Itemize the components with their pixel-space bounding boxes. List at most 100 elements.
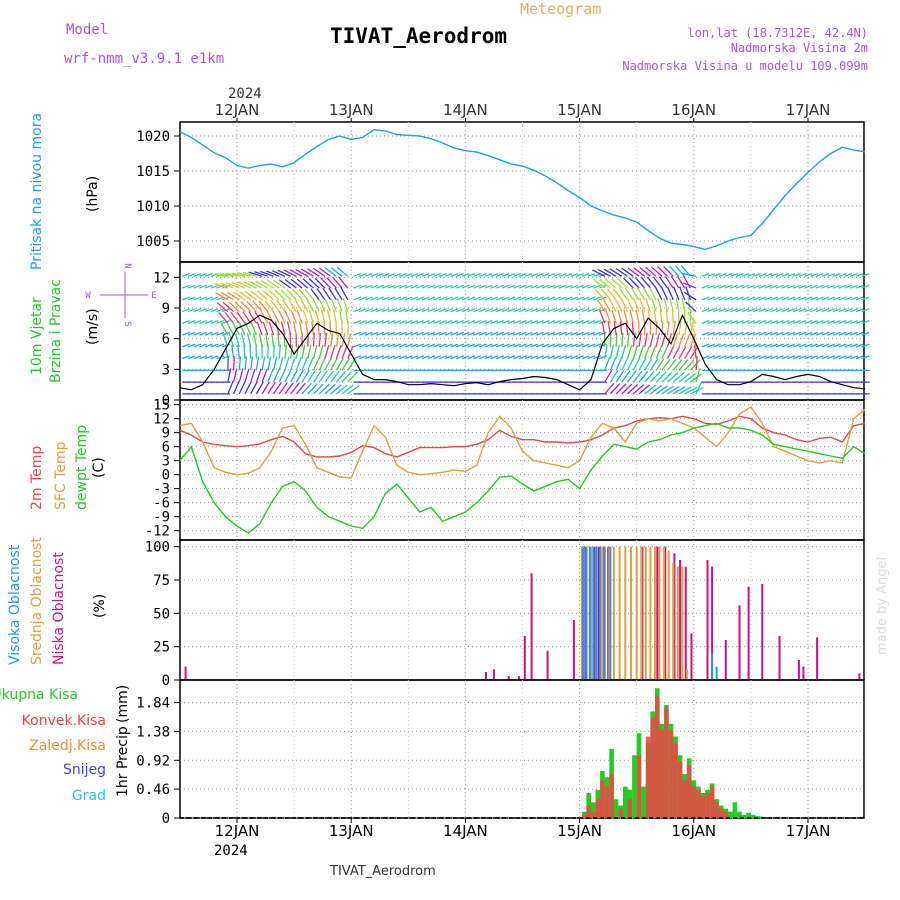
wind-arrow: [770, 343, 779, 348]
wind-arrow: [324, 383, 336, 395]
cloud-low-bar: [530, 573, 533, 680]
wind-arrow: [335, 345, 342, 359]
wind-arrow: [758, 272, 767, 277]
wind-arrow: [513, 343, 522, 348]
wind-ytick-label: 6: [162, 332, 170, 348]
wind-arrow: [398, 272, 407, 277]
wind-arrow: [781, 331, 790, 336]
wind-arrow: [364, 272, 373, 277]
wind-arrow: [626, 332, 630, 347]
wind-arrow: [204, 319, 213, 324]
wind-arrow: [387, 355, 396, 360]
wind-arrow: [609, 383, 621, 395]
top-date-label: 16JAN: [671, 101, 716, 119]
pressure-ylabel: Pritisak na nivou mora: [29, 113, 45, 270]
wind-arrow: [587, 355, 596, 360]
wind-arrow: [255, 356, 260, 371]
wind-arrow: [661, 371, 673, 383]
wind-arrow: [438, 331, 447, 336]
wind-arrow: [204, 308, 213, 313]
wind-arrow: [220, 322, 229, 336]
wind-arrow: [438, 343, 447, 348]
pressure-ytick-label: 1010: [136, 199, 170, 215]
wind-arrow: [322, 287, 332, 301]
wind-arrow: [747, 343, 756, 348]
wind-arrow: [278, 310, 286, 324]
wind-arrow: [747, 284, 756, 289]
precip-conv-bar: [618, 808, 623, 818]
wind-arrow: [821, 296, 830, 301]
wind-arrow: [644, 345, 651, 359]
wind-arrow: [621, 267, 634, 277]
wind-arrow: [307, 344, 312, 359]
wind-arrow: [324, 345, 330, 359]
wind-arrow: [199, 331, 208, 336]
wind-arrow: [651, 298, 657, 312]
wind-arrow: [364, 355, 373, 360]
wind-arrow: [541, 343, 550, 348]
wind-arrow: [496, 272, 505, 277]
wind-arrow: [473, 272, 482, 277]
wind-arrow: [781, 284, 790, 289]
wind-arrow: [410, 355, 419, 360]
wind-arrow: [593, 296, 602, 301]
subtitle: Meteogram: [520, 0, 601, 18]
wind-arrow: [242, 311, 252, 324]
wind-arrow: [792, 284, 801, 289]
wind-arrow: [535, 284, 544, 289]
wind-arrow: [243, 281, 257, 289]
wind-arrow: [524, 284, 533, 289]
wind-arrow: [404, 319, 413, 324]
wind-arrow: [634, 277, 646, 289]
wind-arrow: [341, 384, 354, 395]
wind-arrow: [250, 356, 254, 371]
wind-arrow: [444, 343, 453, 348]
wind-arrow: [302, 309, 309, 324]
wind-arrow: [456, 308, 465, 313]
wind-arrow: [232, 368, 238, 383]
wind-arrow: [232, 356, 235, 371]
wind-arrow: [438, 296, 447, 301]
wind-arrow: [787, 331, 796, 336]
cloud-low-bar: [507, 676, 510, 680]
wind-arrow: [832, 308, 841, 313]
wind-arrow: [770, 296, 779, 301]
wind-ytick-label: 9: [162, 301, 170, 317]
wind-arrow: [855, 284, 864, 289]
wind-arrow: [193, 296, 202, 301]
wind-arrow: [639, 298, 646, 312]
wind-arrow: [735, 284, 744, 289]
wind-arrow: [712, 319, 721, 324]
wind-arrow: [684, 359, 695, 371]
wind-arrow: [609, 268, 623, 277]
wind-arrow: [427, 319, 436, 324]
wind-arrow: [673, 286, 680, 301]
wind-arrow: [718, 272, 727, 277]
wind-arrow: [404, 272, 413, 277]
wind-arrow: [689, 359, 701, 371]
wind-arrow: [821, 343, 830, 348]
wind-arrow: [645, 266, 657, 277]
wind-arrow: [484, 284, 493, 289]
wind-arrow: [741, 296, 750, 301]
wind-arrow: [181, 296, 190, 301]
wind-arrow: [262, 321, 269, 336]
wind-arrow: [798, 319, 807, 324]
wind-arrow: [295, 344, 300, 359]
wind-arrow: [228, 333, 235, 348]
wind-arrow: [461, 331, 470, 336]
wind-arrow: [530, 319, 539, 324]
wind-arrow: [855, 272, 864, 277]
wind-arrow: [461, 296, 470, 301]
wind-arrow: [655, 287, 663, 301]
cloud-high-bar: [599, 546, 602, 680]
wind-arrow: [730, 331, 739, 336]
wind-arrow: [764, 284, 773, 289]
wind-arrow: [682, 282, 697, 289]
wind-arrow: [187, 272, 196, 277]
wind-arrow: [684, 386, 698, 395]
wind-arrow: [393, 343, 402, 348]
wind-arrow: [687, 311, 697, 324]
wind-arrow: [712, 272, 721, 277]
wind-arrow: [618, 288, 629, 301]
